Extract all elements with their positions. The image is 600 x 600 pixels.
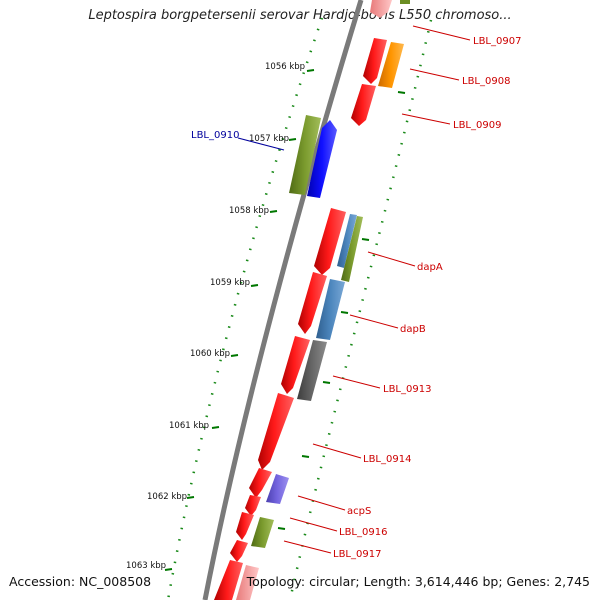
tick-mark-1060 xyxy=(230,354,239,357)
tick-label-1062: 1062 kbp xyxy=(147,492,187,502)
gene-lbl0913[interactable] xyxy=(281,336,310,394)
gene-acpS-slate[interactable] xyxy=(266,474,289,504)
gene-lbl0914[interactable] xyxy=(258,393,294,470)
gene-bottom-red[interactable] xyxy=(214,560,243,600)
gene-lbl0908[interactable] xyxy=(363,38,387,84)
gene-lbl0908-orange[interactable] xyxy=(378,42,404,88)
tick-mark-1061 xyxy=(211,426,220,429)
gene-label-lbl0909[interactable]: LBL_0909 xyxy=(453,120,501,131)
tick-mark-1058 xyxy=(269,210,278,213)
tick-mark-1062 xyxy=(186,496,195,499)
tick-label-1060: 1060 kbp xyxy=(190,349,230,359)
gene-bottom-pink[interactable] xyxy=(236,565,259,600)
map-title: Leptospira borgpetersenii serovar Hardjo… xyxy=(88,8,512,23)
gene-label-lbl0910[interactable]: LBL_0910 xyxy=(191,130,239,141)
outer-ticks xyxy=(277,91,406,530)
gene-features xyxy=(214,0,404,600)
tick-label-1059: 1059 kbp xyxy=(210,278,250,288)
gene-label-acpS[interactable]: acpS xyxy=(347,506,371,517)
gene-label-lbl0914[interactable]: LBL_0914 xyxy=(363,454,411,465)
gene-acpS[interactable] xyxy=(249,468,272,498)
tick-mark-1059 xyxy=(250,284,259,287)
gene-lbl0907[interactable] xyxy=(370,0,392,18)
tick-mark-1063 xyxy=(164,568,173,571)
tick-label-1061: 1061 kbp xyxy=(169,421,209,431)
tick-label-1056: 1056 kbp xyxy=(265,62,305,72)
summary-text: Topology: circular; Length: 3,614,446 bp… xyxy=(246,574,590,589)
gene-dapB[interactable] xyxy=(298,272,327,334)
gene-label-lbl0916[interactable]: LBL_0916 xyxy=(339,527,387,538)
tick-mark-1057 xyxy=(288,138,297,141)
tick-mark-1056 xyxy=(306,69,315,72)
tick-label-1057: 1057 kbp xyxy=(249,134,289,144)
gene-label-lbl0907[interactable]: LBL_0907 xyxy=(473,36,521,47)
gene-label-lbl0908[interactable]: LBL_0908 xyxy=(462,76,510,87)
tick-label-1063: 1063 kbp xyxy=(126,561,166,571)
gene-lbl0913-gray[interactable] xyxy=(297,340,327,401)
top-feature-fragment xyxy=(400,0,410,4)
gene-lbl0916[interactable] xyxy=(245,495,261,516)
gene-label-lbl0917[interactable]: LBL_0917 xyxy=(333,549,381,560)
chromosome-backbone xyxy=(202,0,364,600)
scale-ticks xyxy=(164,69,315,571)
label-leaders xyxy=(237,25,471,554)
gene-lbl0916-olive[interactable] xyxy=(251,517,274,548)
gene-lbl0916-b[interactable] xyxy=(236,512,254,540)
gene-lbl0909[interactable] xyxy=(351,84,376,126)
gene-lbl0910[interactable] xyxy=(307,120,337,198)
inner-track-dots xyxy=(166,17,324,600)
gene-label-lbl0913[interactable]: LBL_0913 xyxy=(383,384,431,395)
gene-dapB-steel[interactable] xyxy=(316,279,345,340)
tick-label-1058: 1058 kbp xyxy=(229,206,269,216)
gene-dapA-olive[interactable] xyxy=(341,216,363,282)
gene-label-dapA[interactable]: dapA xyxy=(417,262,443,273)
accession-text: Accession: NC_008508 xyxy=(9,574,152,589)
gene-dapA[interactable] xyxy=(314,208,346,275)
gene-label-dapB[interactable]: dapB xyxy=(400,324,426,335)
gene-dapA-steel[interactable] xyxy=(337,214,357,268)
gene-lbl0917[interactable] xyxy=(230,540,248,562)
gene-lbl0910-olive[interactable] xyxy=(289,115,321,195)
